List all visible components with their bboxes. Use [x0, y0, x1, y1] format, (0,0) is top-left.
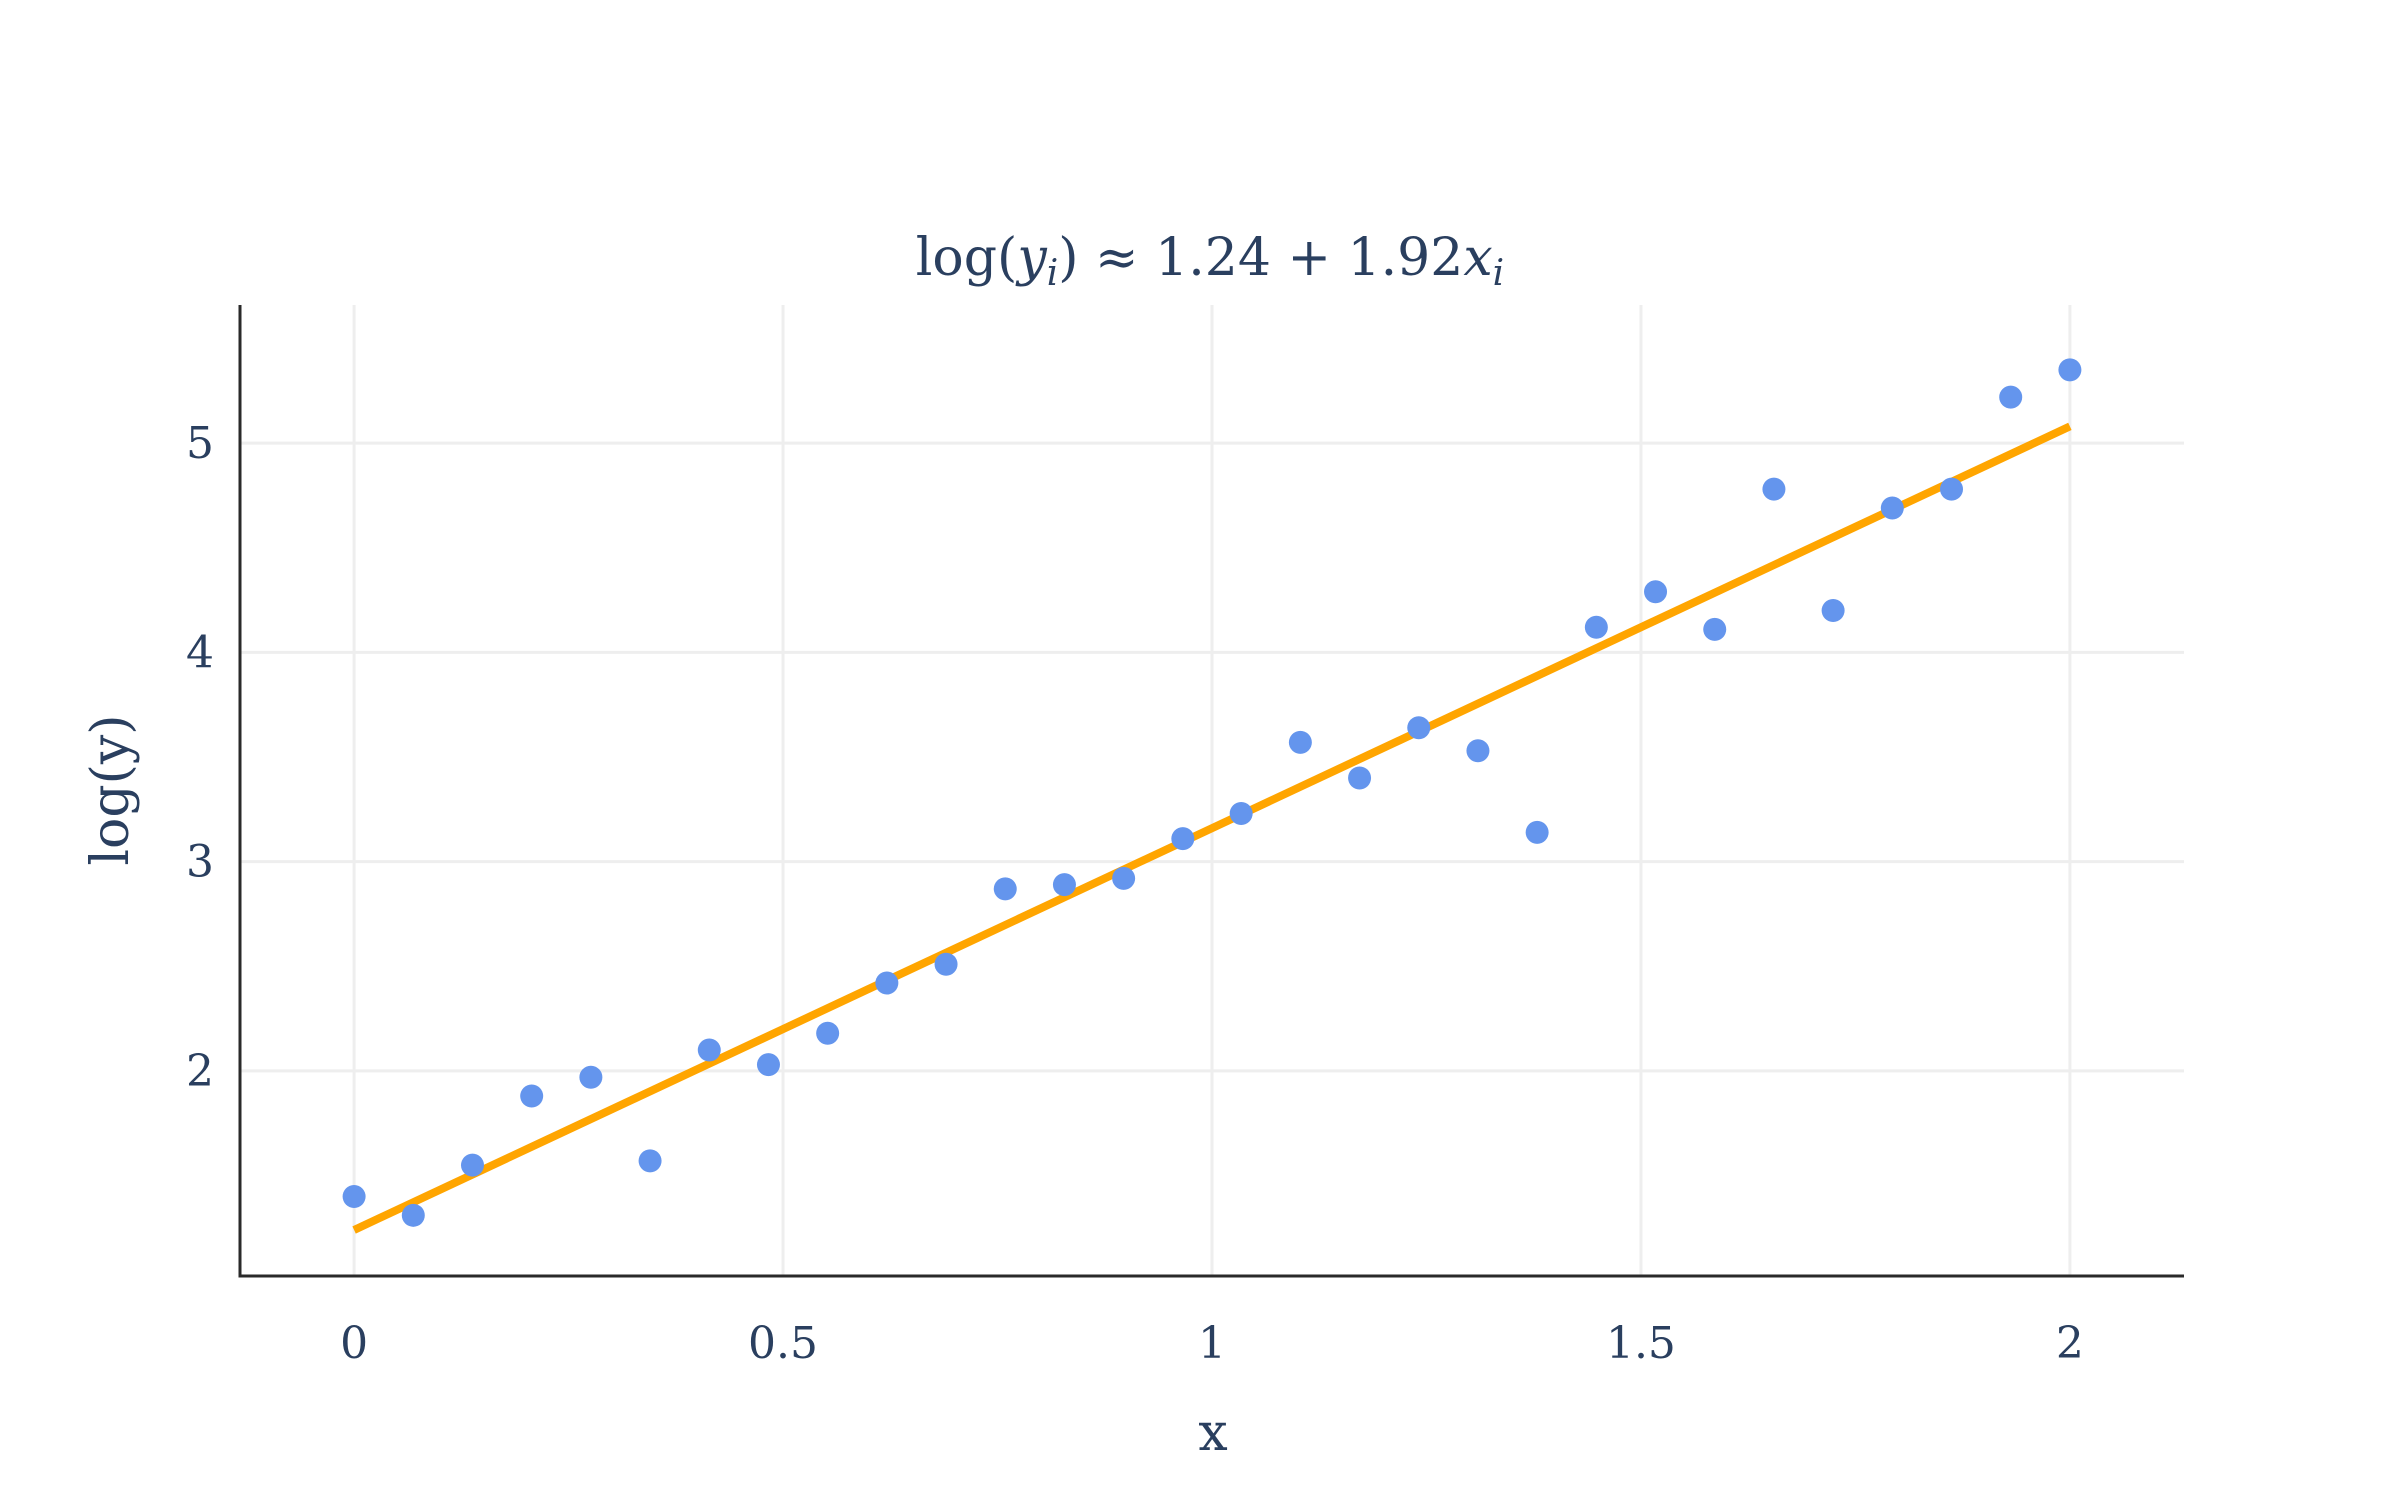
- axes-layer: [238, 305, 2184, 1278]
- title-rhs-const: ≈ 1.24 + 1.92: [1079, 228, 1464, 288]
- data-point: [1407, 716, 1431, 740]
- data-point: [1821, 599, 1845, 623]
- title-lhs-close: ): [1058, 228, 1078, 288]
- data-point: [1525, 820, 1549, 844]
- data-point: [1466, 739, 1490, 763]
- title-rhs-sub: i: [1493, 253, 1505, 294]
- data-point: [342, 1184, 366, 1208]
- y-axis-title: log(y): [81, 714, 141, 865]
- data-point: [520, 1084, 544, 1108]
- data-point: [1348, 766, 1372, 790]
- data-point: [579, 1065, 603, 1089]
- data-point: [1229, 802, 1253, 826]
- data-point: [1644, 580, 1668, 604]
- data-point: [1052, 873, 1076, 897]
- data-point: [816, 1021, 840, 1045]
- y-tick-label: 4: [186, 627, 214, 678]
- y-tick-label: 2: [186, 1046, 214, 1097]
- data-point: [1584, 615, 1608, 639]
- x-tick-label: 2: [2056, 1318, 2084, 1369]
- points-layer: [342, 358, 2082, 1227]
- data-point: [2058, 358, 2082, 382]
- data-point: [638, 1149, 662, 1173]
- data-point: [1999, 385, 2023, 409]
- data-point: [934, 952, 958, 976]
- x-tick-label: 1: [1198, 1318, 1226, 1369]
- title-lhs-var: y: [1015, 228, 1047, 288]
- axis-lines: [238, 305, 2184, 1278]
- x-axis-title: x: [1198, 1403, 1227, 1463]
- data-point: [756, 1053, 780, 1077]
- data-point: [1112, 866, 1136, 890]
- data-point: [875, 971, 899, 995]
- data-point: [1940, 477, 1964, 501]
- data-point: [1880, 496, 1904, 520]
- fit-line: [352, 422, 2072, 1234]
- y-tick-label: 3: [186, 837, 214, 888]
- ticks-layer: 0 0.5 1 1.5 2 2 3 4 5: [186, 418, 2084, 1369]
- title-lhs-fn: log(: [916, 228, 1018, 288]
- fit-layer: [352, 422, 2072, 1234]
- data-point: [401, 1203, 425, 1227]
- data-point: [460, 1153, 484, 1177]
- x-tick-label: 1.5: [1606, 1318, 1676, 1369]
- x-tick-label: 0: [340, 1318, 368, 1369]
- data-point: [993, 877, 1017, 901]
- x-tick-label: 0.5: [748, 1318, 818, 1369]
- title-lhs-sub: i: [1047, 253, 1059, 294]
- title-rhs-var: x: [1463, 228, 1492, 288]
- data-point: [1288, 730, 1312, 754]
- data-point: [697, 1038, 721, 1062]
- data-point: [1171, 827, 1195, 851]
- data-point: [1762, 477, 1786, 501]
- chart-title: log(yi) ≈ 1.24 + 1.92xi: [916, 228, 1504, 294]
- y-tick-label: 5: [186, 418, 214, 469]
- grid-layer: [240, 305, 2184, 1276]
- data-point: [1703, 617, 1727, 641]
